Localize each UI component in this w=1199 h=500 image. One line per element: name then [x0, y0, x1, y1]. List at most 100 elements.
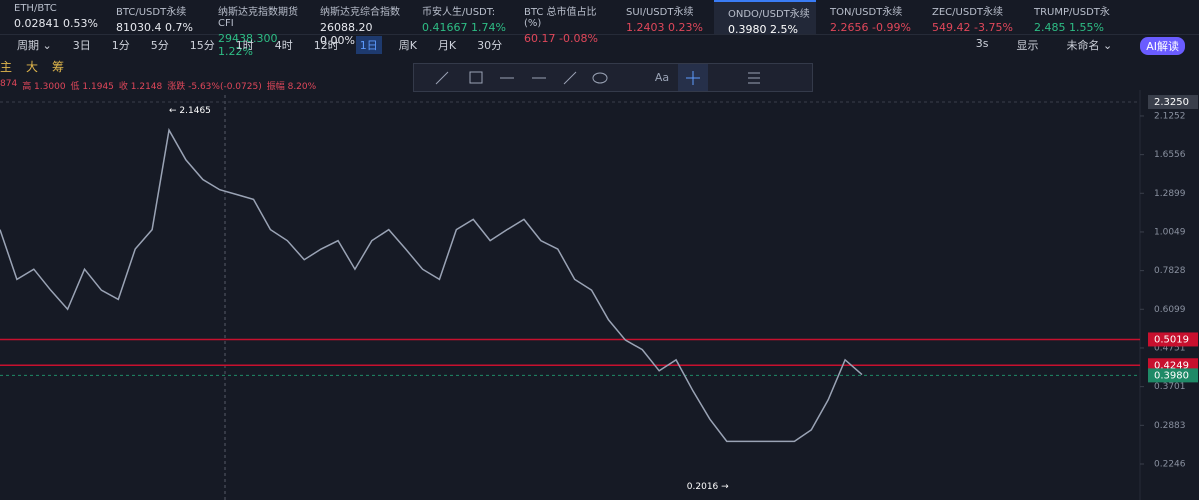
ticker[interactable]: SUI/USDT永续 1.2403 0.23% [612, 0, 714, 34]
indicator[interactable]: 筹 [52, 60, 65, 74]
ticker-quote: 0.02841 0.53% [14, 17, 102, 30]
interval-bar: 周期 ⌄ 3日 1分 5分 15分 1时 4时 12时 1日 周K 月K 30分 [0, 35, 1199, 55]
y-tick-label: 0.7828 [1154, 266, 1186, 276]
ticker[interactable]: TRUMP/USDT永 2.485 1.55% [1020, 0, 1122, 34]
ticker-quote: 81030.4 0.7% [116, 21, 204, 34]
ticker-change: -3.75% [974, 21, 1013, 34]
ticker-price: 26088.20 [320, 21, 373, 34]
ticker-name: TRUMP/USDT永 [1034, 7, 1110, 18]
y-tick-label: 0.4751 [1154, 343, 1186, 353]
interval[interactable]: 1日 [355, 36, 382, 54]
toolbar-button[interactable]: AI解读 [1140, 37, 1185, 55]
ticker-quote: 1.2403 0.23% [626, 21, 714, 34]
y-tick-label: 0.3701 [1154, 382, 1186, 392]
ticker-name: TON/USDT永续 [830, 7, 903, 18]
ticker-quote: 0.3980 2.5% [728, 23, 816, 36]
ticker-quote: 0.41667 1.74% [422, 21, 510, 34]
ticker-quote: 2.485 1.55% [1034, 21, 1122, 34]
y-tick-label: 0.6099 [1154, 305, 1186, 315]
ticker-price: 1.2403 [626, 21, 665, 34]
ticker-price: 60.17 [524, 32, 556, 45]
ohlc-item: 收 1.2148 [118, 82, 163, 92]
price-tag-label: 0.3980 [1154, 370, 1189, 381]
ticker-change: 0.53% [63, 17, 98, 30]
ticker-name: BTC 总市值占比 (%) [524, 7, 597, 29]
ticker-price: 2.485 [1034, 21, 1066, 34]
ohlc-item: 高 1.3000 [22, 82, 66, 92]
toolbar-button[interactable]: 3s [975, 37, 989, 50]
ticker-change: -0.99% [872, 21, 911, 34]
ticker-price: 29438.300 [218, 32, 278, 45]
extreme-label: ← 2.1465 [169, 106, 211, 116]
ohlc-item: 874 [0, 79, 18, 89]
interval[interactable]: 月K [437, 39, 457, 52]
ticker[interactable]: 纳斯达克综合指数 26088.20 0.00% [306, 0, 408, 47]
indicator[interactable]: 大 [26, 60, 39, 74]
ticker-quote: 2.2656 -0.99% [830, 21, 918, 34]
ticker-change: 0.00% [320, 34, 355, 47]
ticker-change: 2.5% [770, 23, 798, 36]
interval[interactable]: 周期 ⌄ [17, 39, 52, 52]
ticker-change: 1.55% [1069, 21, 1104, 34]
ticker-quote: 60.17 -0.08% [524, 32, 612, 45]
interval[interactable]: 1分 [111, 39, 130, 52]
y-tick-label: 0.2246 [1154, 459, 1186, 469]
ticker[interactable]: 币安人生/USDT: 0.41667 1.74% [408, 0, 510, 34]
ticker-change: 1.22% [218, 45, 253, 58]
interval[interactable]: 4时 [274, 39, 293, 52]
ohlc-item: 涨跌 -5.63%(-0.0725) [167, 82, 262, 92]
price-tag-label: 0.5019 [1154, 334, 1189, 345]
indicator[interactable]: 主 [0, 60, 13, 74]
ticker-name: 纳斯达克指数期货CFI [218, 7, 298, 29]
ticker[interactable]: BTC 总市值占比 (%) 60.17 -0.08% [510, 0, 612, 45]
ticker-name: ONDO/USDT永续 [728, 9, 810, 20]
price-tag [1148, 332, 1198, 347]
ohlc-info: 874 高 1.3000 低 1.1945 收 1.2148 涨跌 -5.63%(-0.… [0, 79, 316, 92]
price-tag [1148, 358, 1198, 373]
y-tick-label: 1.6556 [1154, 150, 1186, 160]
ticker-name: SUI/USDT永续 [626, 7, 694, 18]
toolbar-button[interactable]: 未命名 ⌄ [1066, 39, 1113, 52]
ticker-name: 币安人生/USDT: [422, 7, 496, 18]
price-tag [1148, 368, 1198, 383]
price-tag-label: 0.4249 [1154, 360, 1189, 371]
ticker-price: 0.3980 [728, 23, 767, 36]
ticker-bar: ETH/BTC 0.02841 0.53% BTC/USDT永续 81030.4 0.… [0, 0, 1199, 58]
ticker[interactable]: ETH/BTC 0.02841 0.53% [0, 0, 102, 34]
y-tick-label: 0.2883 [1154, 421, 1186, 431]
ticker-quote: 26088.20 0.00% [320, 21, 408, 47]
interval[interactable]: 30分 [477, 39, 503, 52]
toolbar-button[interactable]: 显示 [1016, 39, 1039, 52]
text-tool[interactable]: Aa [655, 71, 669, 84]
ticker-price: 0.02841 [14, 17, 60, 30]
ticker-change: 1.74% [471, 21, 506, 34]
price-tag-label: 2.3250 [1154, 97, 1189, 108]
y-tick-label: 1.2899 [1154, 189, 1186, 199]
price-tag [1148, 95, 1198, 110]
ticker-name: 纳斯达克综合指数 [320, 7, 400, 18]
ticker[interactable]: ZEC/USDT永续 549.42 -3.75% [918, 0, 1020, 34]
interval[interactable]: 15分 [189, 39, 215, 52]
interval[interactable]: 12时 [313, 39, 339, 52]
interval[interactable]: 3日 [72, 39, 91, 52]
ticker-name: ETH/BTC [14, 3, 57, 14]
interval[interactable]: 1时 [235, 39, 254, 52]
ticker[interactable]: TON/USDT永续 2.2656 -0.99% [816, 0, 918, 34]
ohlc-item: 低 1.1945 [70, 82, 114, 92]
ticker-quote: 549.42 -3.75% [932, 21, 1020, 34]
ticker[interactable]: ONDO/USDT永续 0.3980 2.5% [714, 0, 816, 36]
ticker-change: -0.08% [559, 32, 598, 45]
ticker[interactable]: 纳斯达克指数期货CFI 29438.300 1.22% [204, 0, 306, 58]
ticker-change: 0.7% [165, 21, 193, 34]
y-tick-label: 1.0049 [1154, 227, 1186, 237]
ohlc-item: 振幅 8.20% [266, 82, 317, 92]
interval[interactable]: 周K [398, 39, 417, 52]
ticker-name: BTC/USDT永续 [116, 7, 187, 18]
interval[interactable]: 5分 [150, 39, 169, 52]
toolbar-right: 3s 显示 未命名 ⌄ AI解读 [976, 37, 1185, 55]
drawing-icons: Aa [435, 64, 760, 91]
ticker[interactable]: BTC/USDT永续 81030.4 0.7% [102, 0, 204, 34]
ticker-price: 2.2656 [830, 21, 869, 34]
ticker-price: 81030.4 [116, 21, 162, 34]
